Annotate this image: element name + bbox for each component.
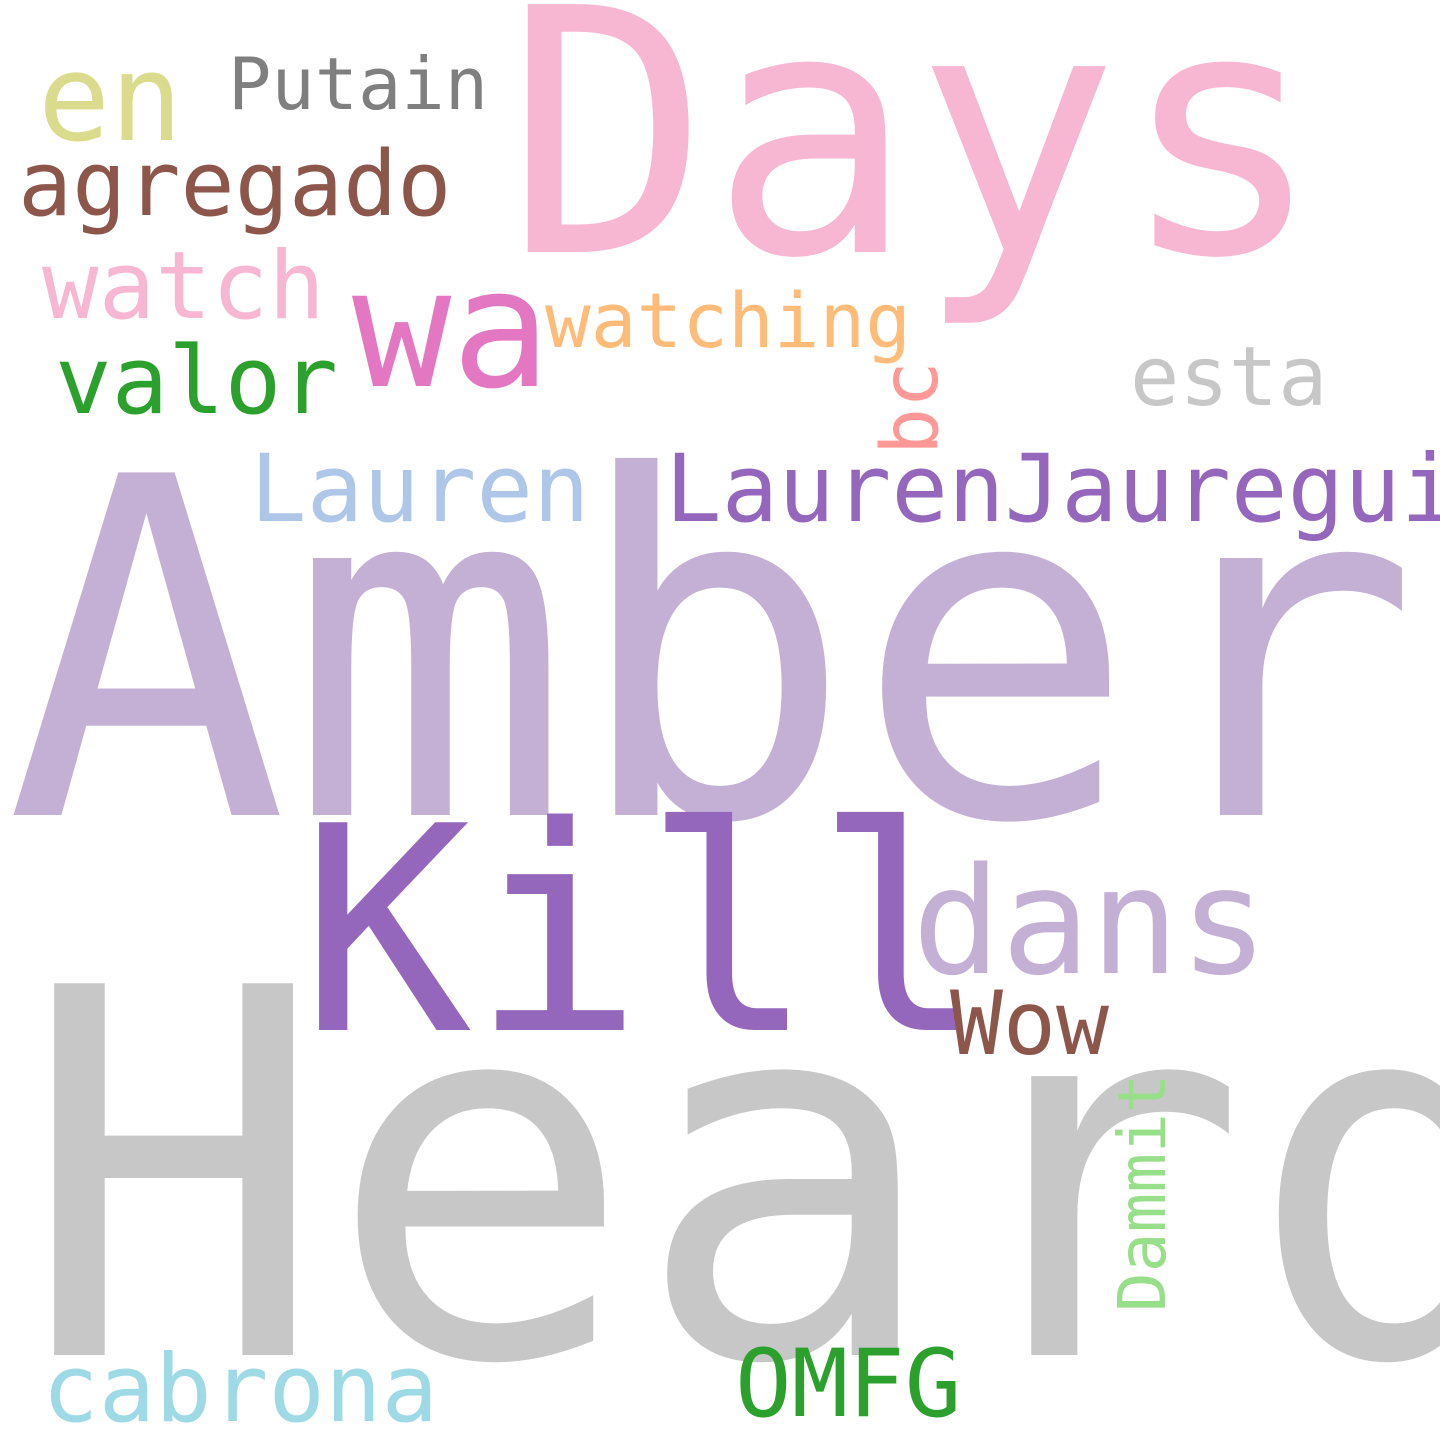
word-esta: esta	[1130, 330, 1328, 425]
word-valor: valor	[55, 327, 338, 436]
word-omfg: OMFG	[735, 1330, 962, 1439]
word-lauren: Lauren	[250, 435, 590, 544]
word-watch: watch	[42, 232, 325, 341]
word-heard: Heard	[20, 883, 1440, 1440]
word-dans: dans	[912, 836, 1269, 1008]
word-en: en	[38, 30, 183, 169]
word-putain: Putain	[228, 42, 489, 126]
word-cabrona: cabrona	[42, 1335, 439, 1440]
word-bc: bc	[866, 361, 956, 455]
word-watching: watching	[545, 276, 912, 365]
word-amber: Amber	[5, 379, 1420, 926]
word-dammit: Dammit	[1104, 1073, 1181, 1312]
word-wa: wa	[352, 233, 551, 425]
word-laurenjauregui: LaurenJauregui	[665, 435, 1440, 544]
word-kill: Kill	[300, 766, 987, 1098]
word-wow: Wow	[950, 972, 1109, 1075]
word-days: Days	[505, 0, 1324, 333]
word-agregado: agregado	[18, 132, 452, 237]
